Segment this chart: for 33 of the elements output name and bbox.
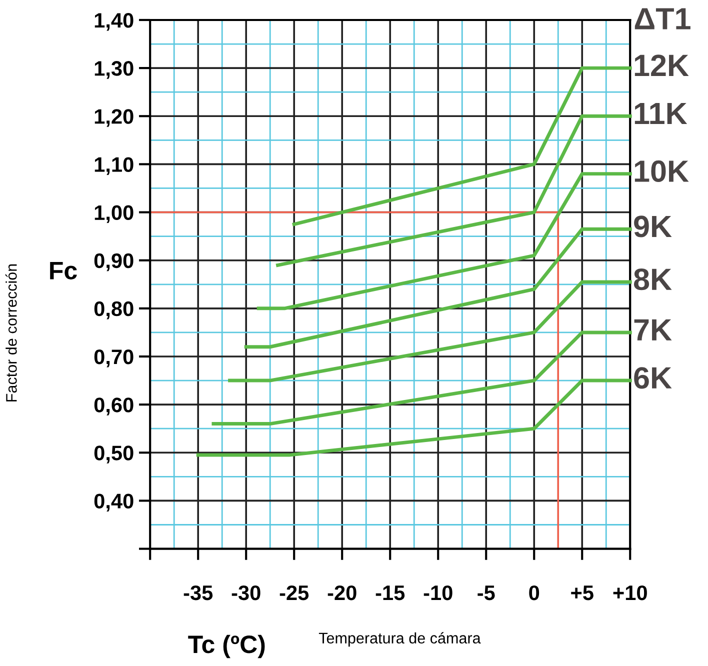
y-tick-label: 0,50 xyxy=(94,446,134,464)
y-tick-label: 0,40 xyxy=(94,494,134,512)
x-tick-label: -15 xyxy=(376,586,405,600)
y-tick-label: 0,90 xyxy=(94,253,134,272)
series-label: 8K xyxy=(634,268,672,290)
series-label: 6K xyxy=(634,367,672,389)
y-tick-label: 0,80 xyxy=(94,301,134,320)
text: Factor de corrección xyxy=(5,264,17,402)
y-axis-title: Fc xyxy=(50,262,77,280)
text: ΔT1 xyxy=(634,8,690,30)
y-tick-label: 0,60 xyxy=(94,398,134,416)
y-tick-label: 1,10 xyxy=(94,157,134,175)
x-tick-label: -35 xyxy=(184,585,213,600)
text: Temperatura de cámara xyxy=(318,632,481,647)
x-tick-label: 0 xyxy=(529,585,540,600)
y-tick-label: 1,00 xyxy=(94,205,134,224)
y-tick-label: 1,20 xyxy=(94,109,134,127)
y-tick-label: 0,70 xyxy=(94,349,134,368)
series-label: 12K xyxy=(634,54,689,76)
x-tick-label: -5 xyxy=(478,586,495,600)
series-label: 9K xyxy=(634,216,672,238)
x-tick-label: -25 xyxy=(280,585,309,600)
x-tick-label: -30 xyxy=(232,585,260,600)
x-tick-label: +5 xyxy=(571,586,594,600)
x-tick-label: -20 xyxy=(328,585,356,600)
x-axis-title: Tc (ºC) xyxy=(188,634,265,658)
series-label: 7K xyxy=(634,319,672,340)
x-tick-label: +10 xyxy=(613,585,647,600)
series-label: 11K xyxy=(634,103,688,124)
series-label: 10K xyxy=(634,160,689,182)
x-tick-label: -10 xyxy=(424,585,452,600)
y-tick-label: 1,30 xyxy=(94,61,134,79)
y-tick-label: 1,40 xyxy=(94,12,134,31)
